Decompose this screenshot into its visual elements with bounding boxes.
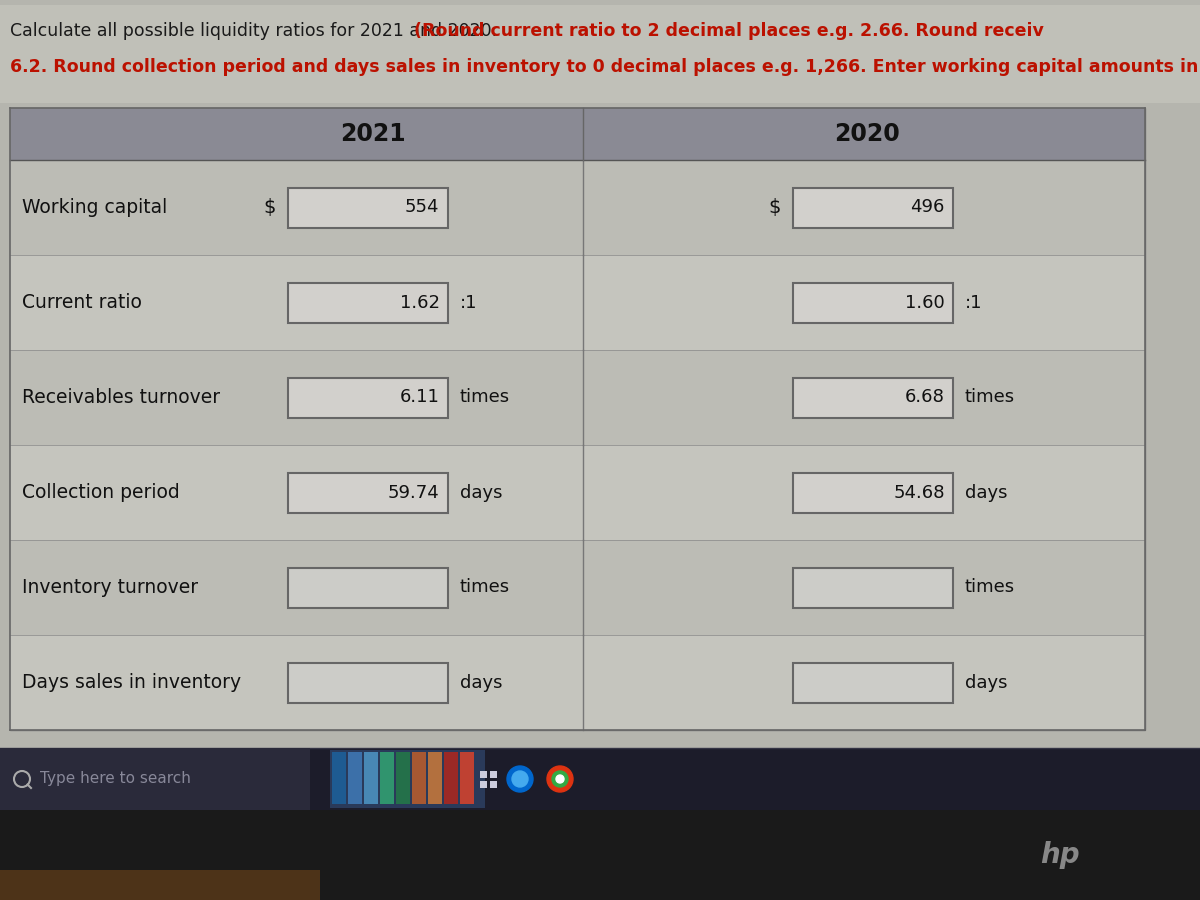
Bar — [460, 752, 474, 804]
Text: 554: 554 — [406, 199, 439, 217]
Bar — [10, 108, 1145, 160]
Bar — [10, 635, 1145, 730]
Bar — [0, 5, 1200, 103]
Text: Working capital: Working capital — [22, 198, 167, 217]
Bar — [0, 748, 1200, 810]
Text: times: times — [460, 579, 510, 597]
Bar — [793, 568, 953, 608]
Bar — [396, 752, 410, 804]
Bar — [288, 568, 448, 608]
Bar — [380, 752, 394, 804]
Bar — [288, 187, 448, 228]
Text: Inventory turnover: Inventory turnover — [22, 578, 198, 597]
Text: 6.68: 6.68 — [905, 389, 944, 407]
Bar — [793, 283, 953, 322]
Bar — [0, 810, 1200, 900]
Text: 6.11: 6.11 — [400, 389, 439, 407]
Text: :1: :1 — [460, 293, 478, 311]
Text: Days sales in inventory: Days sales in inventory — [22, 673, 241, 692]
Text: Receivables turnover: Receivables turnover — [22, 388, 220, 407]
Text: 1.60: 1.60 — [905, 293, 944, 311]
Text: times: times — [460, 389, 510, 407]
Bar — [793, 377, 953, 418]
Text: 59.74: 59.74 — [388, 483, 439, 501]
Bar — [490, 771, 497, 778]
Text: days: days — [460, 673, 502, 691]
Text: $: $ — [768, 198, 781, 217]
Bar — [288, 377, 448, 418]
Circle shape — [512, 771, 528, 787]
Bar — [288, 662, 448, 703]
Bar — [480, 781, 487, 788]
Circle shape — [556, 775, 564, 783]
Bar — [428, 752, 442, 804]
Circle shape — [508, 766, 533, 792]
Bar — [412, 752, 426, 804]
Bar — [10, 540, 1145, 635]
Text: (Round current ratio to 2 decimal places e.g. 2.66. Round receiv: (Round current ratio to 2 decimal places… — [414, 22, 1044, 40]
Bar — [793, 187, 953, 228]
Text: Collection period: Collection period — [22, 483, 180, 502]
Text: times: times — [965, 389, 1015, 407]
Bar — [332, 752, 346, 804]
Bar — [10, 445, 1145, 540]
Bar — [10, 108, 1145, 730]
Text: :1: :1 — [965, 293, 982, 311]
Bar — [793, 472, 953, 512]
Text: 6.2. Round collection period and days sales in inventory to 0 decimal places e.g: 6.2. Round collection period and days sa… — [10, 58, 1200, 76]
Bar — [348, 752, 362, 804]
Bar — [480, 771, 487, 778]
Bar — [330, 750, 485, 808]
Bar — [0, 870, 320, 900]
Text: Type here to search: Type here to search — [40, 771, 191, 787]
Text: times: times — [965, 579, 1015, 597]
Text: days: days — [460, 483, 502, 501]
Bar — [490, 781, 497, 788]
Text: hp: hp — [1040, 841, 1080, 869]
Text: Calculate all possible liquidity ratios for 2021 and 2020.: Calculate all possible liquidity ratios … — [10, 22, 503, 40]
Circle shape — [552, 771, 568, 787]
Circle shape — [547, 766, 574, 792]
Text: days: days — [965, 673, 1007, 691]
Text: Current ratio: Current ratio — [22, 293, 142, 312]
Text: 1.62: 1.62 — [400, 293, 439, 311]
Bar — [444, 752, 458, 804]
Bar — [793, 662, 953, 703]
Bar — [364, 752, 378, 804]
Text: days: days — [965, 483, 1007, 501]
Text: 2020: 2020 — [834, 122, 900, 146]
Bar — [0, 748, 310, 810]
Bar — [10, 255, 1145, 350]
Bar — [288, 472, 448, 512]
Bar — [288, 283, 448, 322]
Text: 496: 496 — [911, 199, 944, 217]
Bar — [10, 350, 1145, 445]
Text: $: $ — [263, 198, 276, 217]
Bar — [10, 160, 1145, 255]
Text: 54.68: 54.68 — [893, 483, 944, 501]
Text: 2021: 2021 — [341, 122, 406, 146]
